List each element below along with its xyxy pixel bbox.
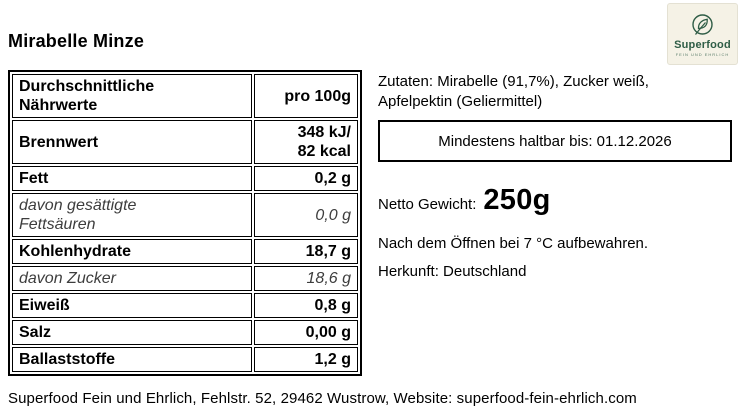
nutrition-value: 18,6 g — [254, 266, 358, 291]
company-address: Superfood Fein und Ehrlich, Fehlstr. 52,… — [8, 390, 637, 407]
product-details: Zutaten: Mirabelle (91,7%), Zucker weiß,… — [378, 72, 734, 282]
origin-text: Herkunft: Deutschland — [378, 263, 527, 280]
nutrition-label: Kohlenhydrate — [12, 239, 252, 264]
page-title: Mirabelle Minze — [8, 31, 145, 51]
nutrition-value: 0,0 g — [254, 193, 358, 237]
nutrition-value: 348 kJ/ 82 kcal — [254, 120, 358, 164]
net-weight-value: 250g — [483, 184, 551, 216]
leaf-in-circle-icon — [691, 13, 714, 38]
nutrition-label: davon Zucker — [12, 266, 252, 291]
nutrition-label: Fett — [12, 166, 252, 191]
nutrition-row: Kohlenhydrate 18,7 g — [12, 239, 358, 264]
nutrition-value: 0,2 g — [254, 166, 358, 191]
best-before-box: Mindestens haltbar bis: 01.12.2026 — [378, 120, 732, 162]
nutrition-header-label: Durchschnittliche Nährwerte — [12, 74, 252, 118]
nutrition-row: davon gesättigte Fettsäuren 0,0 g — [12, 193, 358, 237]
nutrition-row: Eiweiß 0,8 g — [12, 293, 358, 318]
nutrition-value: 18,7 g — [254, 239, 358, 264]
nutrition-table-header: Durchschnittliche Nährwerte pro 100g — [12, 74, 358, 118]
storage-instructions: Nach dem Öffnen bei 7 °C aufbewahren. — [378, 235, 649, 252]
nutrition-label: Ballaststoffe — [12, 347, 252, 372]
nutrition-row: Brennwert 348 kJ/ 82 kcal — [12, 120, 358, 164]
nutrition-header-unit: pro 100g — [254, 74, 358, 118]
nutrition-label: davon gesättigte Fettsäuren — [12, 193, 252, 237]
nutrition-label: Eiweiß — [12, 293, 252, 318]
net-weight-label: Netto Gewicht: — [378, 196, 477, 213]
nutrition-row: Salz 0,00 g — [12, 320, 358, 345]
nutrition-table: Durchschnittliche Nährwerte pro 100g Bre… — [8, 70, 362, 376]
nutrition-value: 1,2 g — [254, 347, 358, 372]
best-before-text: Mindestens haltbar bis: 01.12.2026 — [438, 132, 672, 150]
net-weight: Netto Gewicht: 250g — [378, 184, 734, 217]
nutrition-label: Salz — [12, 320, 252, 345]
brand-logo: Superfood Fein und Ehrlich — [667, 3, 738, 65]
nutrition-value: 0,8 g — [254, 293, 358, 318]
brand-tagline: Fein und Ehrlich — [675, 52, 730, 57]
brand-name: Superfood — [674, 39, 731, 51]
nutrition-row: davon Zucker 18,6 g — [12, 266, 358, 291]
nutrition-label: Brennwert — [12, 120, 252, 164]
nutrition-row: Ballaststoffe 1,2 g — [12, 347, 358, 372]
nutrition-value: 0,00 g — [254, 320, 358, 345]
nutrition-row: Fett 0,2 g — [12, 166, 358, 191]
ingredients-text: Zutaten: Mirabelle (91,7%), Zucker weiß,… — [378, 73, 649, 110]
